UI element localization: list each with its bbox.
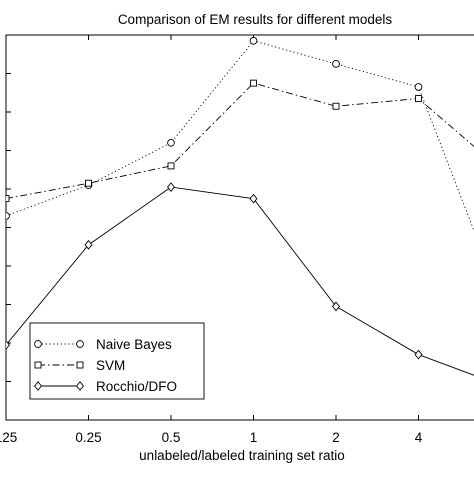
data-point — [6, 195, 10, 203]
x-tick-label: 0.5 — [162, 430, 181, 445]
data-point — [167, 162, 175, 170]
data-point — [6, 212, 10, 220]
data-point — [332, 301, 340, 312]
legend-label: Naive Bayes — [96, 337, 172, 352]
x-axis-ticks: 125 0.25 0.5 1 2 4 — [0, 35, 423, 445]
data-point — [332, 60, 340, 68]
legend-marker — [34, 361, 42, 369]
x-tick-label: 0.25 — [75, 430, 101, 445]
x-tick-label: 125 — [0, 430, 17, 445]
series-layer — [6, 36, 474, 376]
series-svm — [6, 79, 474, 203]
data-point — [249, 36, 258, 45]
data-point — [84, 239, 93, 250]
series-line — [6, 82, 474, 200]
x-axis-label: unlabeled/labeled training set ratio — [139, 448, 345, 463]
y-axis-ticks — [6, 34, 11, 421]
legend-marker — [76, 381, 84, 391]
x-tick-label: 2 — [332, 430, 340, 445]
series-naive-bayes — [6, 36, 474, 232]
series-rocchio-dfo — [6, 182, 474, 376]
legend-marker — [76, 340, 84, 348]
data-point — [414, 83, 423, 91]
data-point — [249, 193, 258, 204]
data-point — [167, 182, 175, 192]
chart-title: Comparison of EM results for different m… — [118, 12, 393, 27]
legend-marker — [34, 340, 42, 348]
data-point — [415, 95, 422, 102]
legend-marker — [76, 361, 84, 369]
data-point — [167, 138, 175, 147]
data-point — [332, 102, 340, 110]
x-tick-label: 1 — [250, 430, 258, 445]
legend: Naive Bayes SVM Rocchio/DFO — [29, 322, 205, 400]
legend-label: SVM — [96, 358, 125, 373]
legend-marker — [34, 381, 42, 391]
data-point — [414, 349, 423, 360]
legend-label: Rocchio/DFO — [96, 379, 177, 394]
data-point — [85, 179, 92, 187]
data-point — [250, 79, 257, 87]
data-point — [6, 340, 10, 350]
x-tick-label: 4 — [415, 430, 423, 445]
series-line — [6, 40, 474, 232]
